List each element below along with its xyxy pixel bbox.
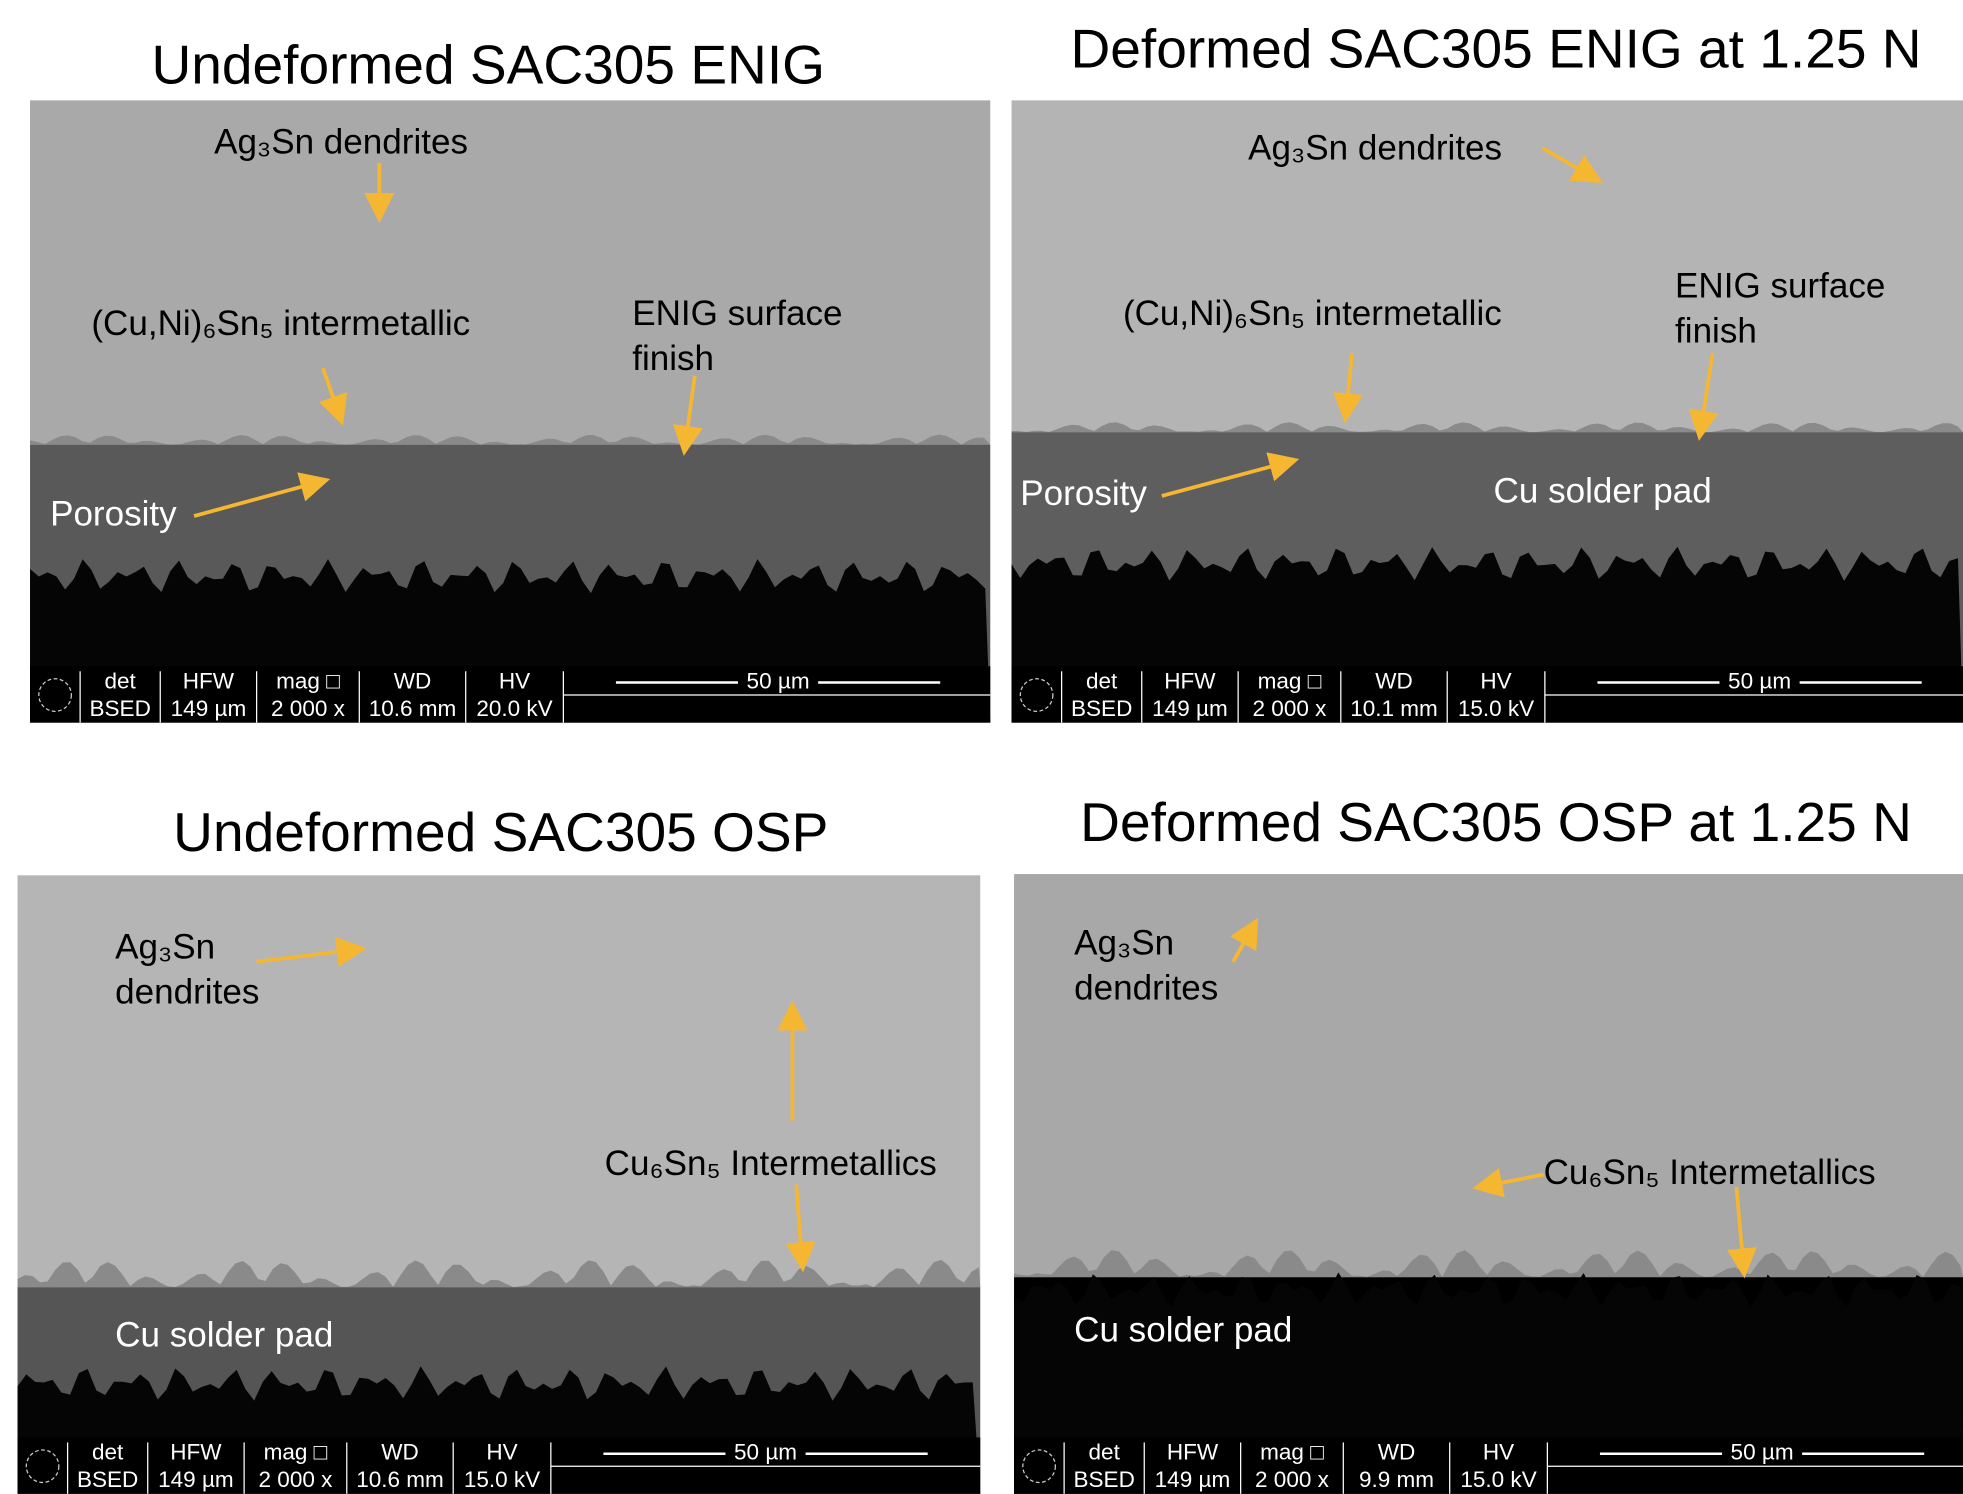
info-header: det (1089, 1440, 1121, 1465)
info-header: WD (1375, 668, 1413, 693)
info-value: 149 µm (158, 1467, 234, 1492)
info-header: HFW (1167, 1440, 1219, 1465)
info-header: mag □ (1260, 1440, 1324, 1465)
info-header: HV (1483, 1440, 1514, 1465)
info-value: 15.0 kV (1460, 1467, 1536, 1492)
panel: Undeformed SAC305 ENIG det BSED HFW 149 µm ma… (30, 34, 990, 723)
info-value: BSED (1071, 696, 1132, 721)
annotation-label: Cu₆Sn₅ Intermetallics (1544, 1153, 1876, 1192)
annotation-label: ENIG surface (632, 294, 842, 333)
scale-label: 50 µm (747, 668, 810, 693)
info-value: 15.0 kV (1458, 696, 1534, 721)
info-header: HFW (170, 1440, 222, 1465)
panel-title: Deformed SAC305 ENIG at 1.25 N (1071, 17, 1922, 79)
annotation-label: ENIG surface (1675, 266, 1885, 305)
info-value: 2 000 x (271, 696, 346, 721)
figure: Undeformed SAC305 ENIGdetBSEDHFW149 µmma… (0, 0, 1963, 1494)
annotation-label: Ag₃Sn dendrites (1248, 129, 1502, 168)
annotation-label: dendrites (115, 973, 259, 1012)
info-value: BSED (77, 1467, 138, 1492)
info-header: HFW (1164, 668, 1216, 693)
info-value: 149 µm (1155, 1467, 1231, 1492)
panel-title: Deformed SAC305 OSP at 1.25 N (1080, 791, 1912, 853)
annotation-label: Ag₃Sn (115, 927, 215, 966)
info-value: 2 000 x (259, 1467, 334, 1492)
info-header: HFW (183, 668, 235, 693)
annotation-label: Porosity (1020, 474, 1147, 513)
panel: Deformed SAC305 OSP at 1.25 NdetBSEDHFW1… (1014, 791, 1963, 1494)
annotation-label: (Cu,Ni)₆Sn₅ intermetallic (1123, 294, 1502, 333)
info-header: mag □ (1258, 668, 1322, 693)
info-header: WD (1378, 1440, 1416, 1465)
scale-label: 50 µm (734, 1440, 797, 1465)
info-value: 149 µm (1152, 696, 1228, 721)
annotation-label: finish (1675, 312, 1757, 351)
info-header: HV (486, 1440, 517, 1465)
info-value: 10.6 mm (369, 696, 457, 721)
annotation-label: Cu solder pad (115, 1316, 333, 1355)
info-value: 20.0 kV (476, 696, 552, 721)
info-value: 2 000 x (1255, 1467, 1330, 1492)
annotation-label: Cu solder pad (1074, 1311, 1292, 1350)
micrograph-solder (30, 100, 990, 444)
annotation-label: Ag₃Sn dendrites (214, 122, 468, 161)
panel-title: Undeformed SAC305 ENIG (151, 34, 825, 96)
panel: Deformed SAC305 ENIG at 1.25 N det BSED HFW… (1012, 17, 1963, 722)
annotation-label: Cu solder pad (1494, 472, 1712, 511)
annotation-label: Ag₃Sn (1074, 924, 1174, 963)
info-header: det (1086, 668, 1118, 693)
scale-label: 50 µm (1731, 1440, 1794, 1465)
annotation-label: Cu₆Sn₅ Intermetallics (605, 1144, 937, 1183)
info-header: mag □ (264, 1440, 328, 1465)
info-value: 10.6 mm (356, 1467, 444, 1492)
annotation-label: dendrites (1074, 969, 1218, 1008)
info-header: WD (381, 1440, 419, 1465)
info-header: mag □ (276, 668, 340, 693)
info-header: HV (499, 668, 530, 693)
info-value: 10.1 mm (1350, 696, 1438, 721)
info-value: 15.0 kV (464, 1467, 540, 1492)
info-header: det (105, 668, 137, 693)
info-value: BSED (90, 696, 151, 721)
info-value: 9.9 mm (1359, 1467, 1434, 1492)
info-value: BSED (1074, 1467, 1135, 1492)
annotation-label: Porosity (50, 494, 177, 533)
info-header: det (92, 1440, 124, 1465)
scale-label: 50 µm (1728, 668, 1791, 693)
annotation-label: (Cu,Ni)₆Sn₅ intermetallic (91, 304, 470, 343)
info-header: WD (394, 668, 432, 693)
info-header: HV (1480, 668, 1511, 693)
panel-title: Undeformed SAC305 OSP (173, 801, 828, 863)
info-value: 149 µm (171, 696, 247, 721)
info-value: 2 000 x (1253, 696, 1328, 721)
annotation-label: finish (632, 339, 714, 378)
